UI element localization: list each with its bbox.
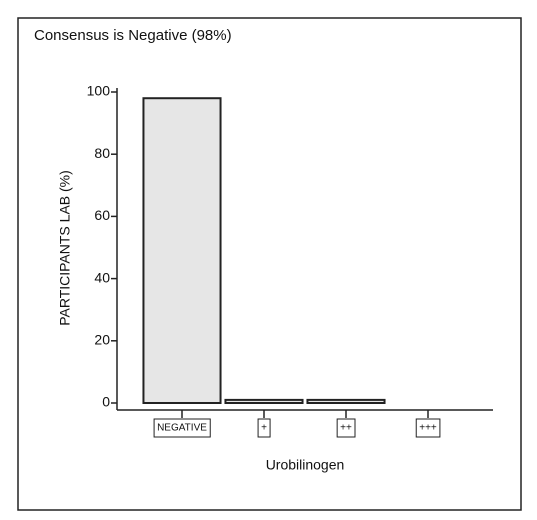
y-tick-label: 20 bbox=[94, 332, 110, 348]
x-tick-box bbox=[336, 418, 356, 438]
bar bbox=[142, 97, 222, 404]
bar bbox=[306, 398, 386, 405]
x-tick-label: +++ bbox=[419, 423, 437, 434]
y-tick-label: 80 bbox=[94, 145, 110, 161]
x-tick-box bbox=[153, 418, 211, 438]
x-tick-label: ++ bbox=[340, 423, 352, 434]
y-tick-label: 60 bbox=[94, 207, 110, 223]
y-axis-label: PARTICIPANTS LAB (%) bbox=[57, 170, 73, 326]
x-tick-label: NEGATIVE bbox=[157, 423, 207, 434]
y-tick-label: 0 bbox=[102, 394, 110, 410]
panel-frame bbox=[17, 17, 522, 511]
y-tick-label: 40 bbox=[94, 269, 110, 285]
y-tick-label: 100 bbox=[87, 83, 111, 99]
x-axis-label: Urobilinogen bbox=[266, 457, 345, 473]
bar bbox=[224, 398, 304, 405]
x-tick-label: + bbox=[261, 423, 267, 434]
chart-title: Consensus is Negative (98%) bbox=[34, 27, 232, 44]
x-tick-box bbox=[257, 418, 271, 438]
x-tick-box bbox=[415, 418, 441, 438]
